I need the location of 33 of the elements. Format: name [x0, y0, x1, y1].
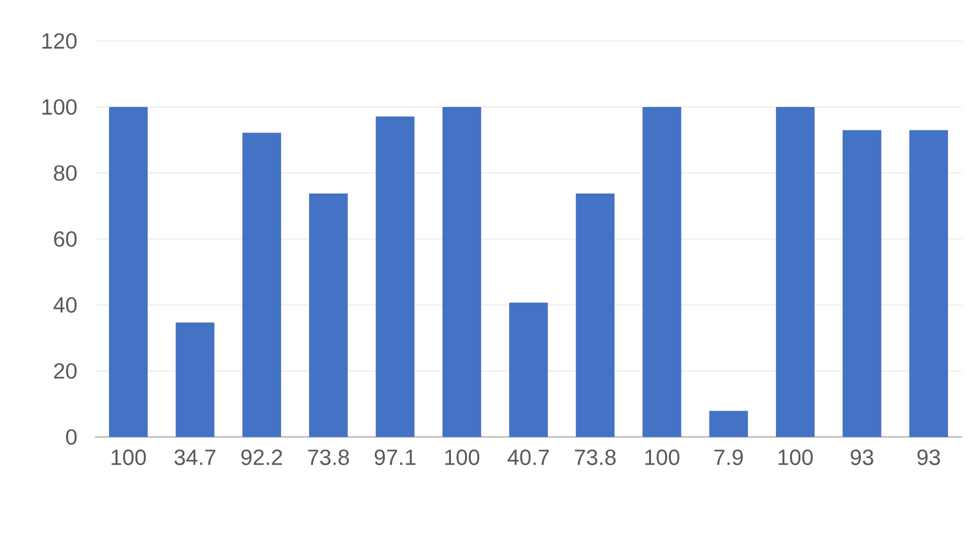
x-tick-label: 100: [445, 450, 480, 466]
x-tick-label: 93: [850, 450, 874, 466]
x-tick-label: 34.7: [174, 450, 216, 466]
x-tick-label: 7.9: [714, 450, 743, 466]
bar: [309, 193, 348, 437]
y-tick-label: 20: [54, 363, 77, 379]
bar: [842, 130, 882, 437]
y-tick-label: 40: [54, 297, 77, 313]
x-tick-label: 40.7: [508, 450, 549, 466]
bar: [109, 106, 148, 437]
x-tick-label: 92.2: [241, 450, 282, 466]
bar: [442, 106, 482, 437]
y-tick-label: 60: [54, 231, 77, 247]
bar: [909, 130, 948, 437]
x-tick-label: 73.8: [574, 450, 616, 466]
bar: [576, 193, 615, 437]
bar: [642, 106, 682, 437]
y-tick-label: 0: [66, 429, 77, 445]
bar: [709, 410, 748, 437]
x-tick-label: 100: [112, 450, 146, 466]
x-tick-label: 97.1: [374, 450, 416, 466]
x-tick-label: 73.8: [308, 450, 349, 466]
bar: [176, 322, 214, 437]
x-tick-label: 93: [917, 450, 940, 466]
y-tick-label: 100: [42, 99, 77, 115]
bar: [242, 132, 282, 437]
bar: [509, 302, 548, 437]
y-tick-label: 80: [54, 165, 77, 181]
y-tick-label: 120: [42, 33, 77, 49]
x-tick-label: 100: [645, 450, 680, 466]
bar: [376, 116, 414, 437]
x-tick-label: 100: [778, 450, 813, 466]
bar: [776, 106, 815, 437]
